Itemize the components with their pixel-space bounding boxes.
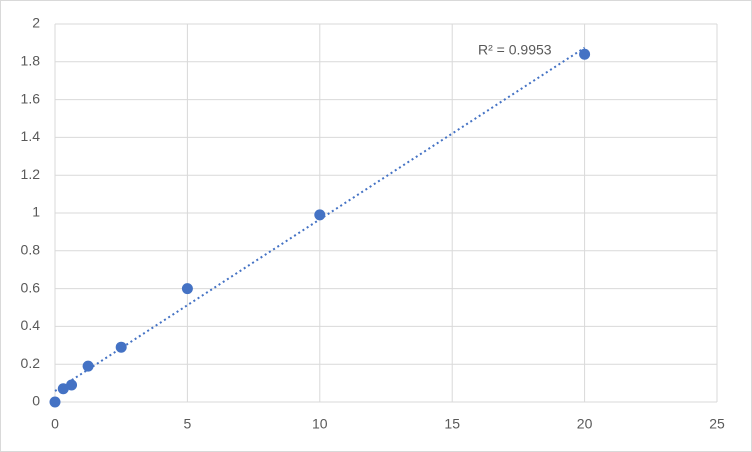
point bbox=[57, 383, 69, 395]
point bbox=[66, 379, 78, 391]
y-tick-label: 1.2 bbox=[21, 166, 41, 182]
point bbox=[49, 396, 61, 408]
y-tick-label: 0.4 bbox=[21, 317, 41, 333]
y-tick-label: 2 bbox=[32, 15, 40, 31]
point bbox=[82, 360, 94, 372]
y-tick-label: 0 bbox=[32, 393, 40, 409]
point bbox=[181, 283, 193, 295]
x-tick-label: 20 bbox=[577, 416, 593, 432]
y-tick-label: 1.8 bbox=[21, 53, 41, 69]
x-tick-label: 25 bbox=[709, 416, 725, 432]
y-tick-label: 0.2 bbox=[21, 355, 41, 371]
y-tick-label: 0.8 bbox=[21, 242, 41, 258]
x-tick-label: 15 bbox=[444, 416, 460, 432]
x-tick-label: 5 bbox=[184, 416, 192, 432]
point bbox=[115, 341, 127, 353]
annotation: R² = 0.9953 bbox=[478, 42, 552, 58]
y-tick-label: 1.4 bbox=[21, 128, 41, 144]
y-tick-label: 1.6 bbox=[21, 90, 41, 106]
point bbox=[314, 209, 326, 221]
x-tick-label: 0 bbox=[51, 416, 59, 432]
y-tick-label: 1 bbox=[32, 204, 40, 220]
x-tick-label: 10 bbox=[312, 416, 328, 432]
point bbox=[579, 48, 591, 60]
y-tick-label: 0.6 bbox=[21, 279, 41, 295]
